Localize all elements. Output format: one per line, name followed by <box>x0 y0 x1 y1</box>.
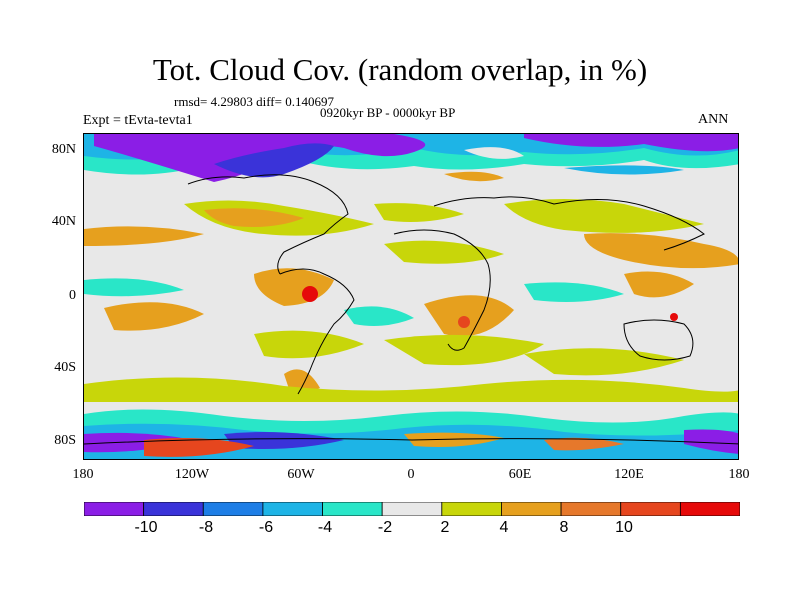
colorbar-box-4 <box>322 502 383 516</box>
australia-coast <box>623 319 694 361</box>
y-tick-0: 0 <box>69 288 76 303</box>
x-tick-0: 0 <box>407 467 415 482</box>
colorbar-box-1 <box>143 502 204 516</box>
colorbar-box-0 <box>84 502 145 516</box>
africa-coast <box>393 229 491 351</box>
antarctic-orange-mid <box>404 432 504 447</box>
siberia-blue <box>564 165 684 175</box>
colorbar-box-9 <box>620 502 681 516</box>
experiment-label: Expt = tEvta-tevta1 <box>83 113 193 128</box>
difference-field-map <box>84 134 738 459</box>
y-tick-80N: 80N <box>51 142 76 157</box>
colorbar-label-minus8: -8 <box>198 519 214 536</box>
colorbar-label-minus10: -10 <box>134 519 158 536</box>
colorbar-label-8: 8 <box>559 519 569 536</box>
north-atlantic-orange <box>444 171 504 182</box>
colorbar-box-7 <box>501 502 562 516</box>
y-tick-80S: 80S <box>54 433 76 448</box>
chart-title: Tot. Cloud Cov. (random overlap, in %) <box>152 52 648 87</box>
x-tick-180-east: 180 <box>728 467 750 482</box>
c-pacific-cyan <box>84 278 184 297</box>
map-plot-area <box>83 133 739 460</box>
coastlines <box>84 174 738 445</box>
s-pacific-orange <box>104 302 204 331</box>
colorbar-box-5 <box>381 502 443 516</box>
southern-ocean-yellow <box>84 377 738 402</box>
x-tick-180-west: 180 <box>72 467 94 482</box>
asia-yellow <box>504 199 704 233</box>
neutral-background <box>84 134 738 459</box>
w-pacific-orange-east <box>584 233 738 269</box>
s-america-yellow <box>254 330 364 359</box>
colorbar-label-2: 2 <box>440 519 450 536</box>
s-atlantic-yellow <box>384 334 544 366</box>
y-tick-40S: 40S <box>54 360 76 375</box>
colorbar-label-4: 4 <box>499 519 509 536</box>
n-atlantic-yellow <box>374 203 464 222</box>
s-indian-yellow <box>524 348 684 376</box>
colorbar-box-3 <box>262 502 323 516</box>
colorbar-box-10 <box>679 502 740 516</box>
north-america-coast <box>187 174 349 275</box>
s-africa-orange <box>424 295 514 337</box>
eurasia-coast <box>433 196 705 251</box>
antarctica-coast <box>84 438 738 445</box>
maritime-orange <box>624 271 694 298</box>
s-africa-red <box>458 316 470 328</box>
colorbar-box-8 <box>560 502 622 516</box>
s-atlantic-cyan <box>344 306 414 326</box>
season-label: ANN <box>698 112 729 127</box>
new-guinea-red <box>670 313 678 321</box>
amazon-red <box>302 286 318 302</box>
arctic-gap <box>464 147 524 159</box>
colorbar <box>84 502 740 516</box>
south-america-coast <box>279 268 355 395</box>
indian-ocean-cyan <box>524 282 624 302</box>
x-tick-120W: 120W <box>174 467 210 482</box>
colorbar-label-10: 10 <box>615 519 633 536</box>
period-text: 0920kyr BP - 0000kyr BP <box>320 105 456 120</box>
arctic-purple-patch-east <box>524 134 738 152</box>
colorbar-box-6 <box>441 502 502 516</box>
antarctic-orange-east <box>544 437 624 451</box>
antarctic-indigo <box>224 432 344 449</box>
colorbar-label-minus2: -2 <box>377 519 393 536</box>
colorbar-label-minus4: -4 <box>317 519 333 536</box>
stats-text: rmsd= 4.29803 diff= 0.140697 <box>174 94 334 109</box>
antarctic-purple-east <box>684 429 738 454</box>
colorbar-label-minus6: -6 <box>258 519 274 536</box>
arctic-indigo-patch <box>214 143 334 178</box>
antarctic-purple-west <box>84 432 194 453</box>
y-tick-40N: 40N <box>51 214 76 229</box>
x-tick-60W: 60W <box>287 467 315 482</box>
w-pacific-orange <box>84 226 204 246</box>
n-pacific-orange <box>204 208 304 227</box>
antarctic-red-west <box>144 438 254 457</box>
x-tick-60E: 60E <box>508 467 532 482</box>
colorbar-box-2 <box>202 502 264 516</box>
x-tick-120E: 120E <box>614 467 644 482</box>
